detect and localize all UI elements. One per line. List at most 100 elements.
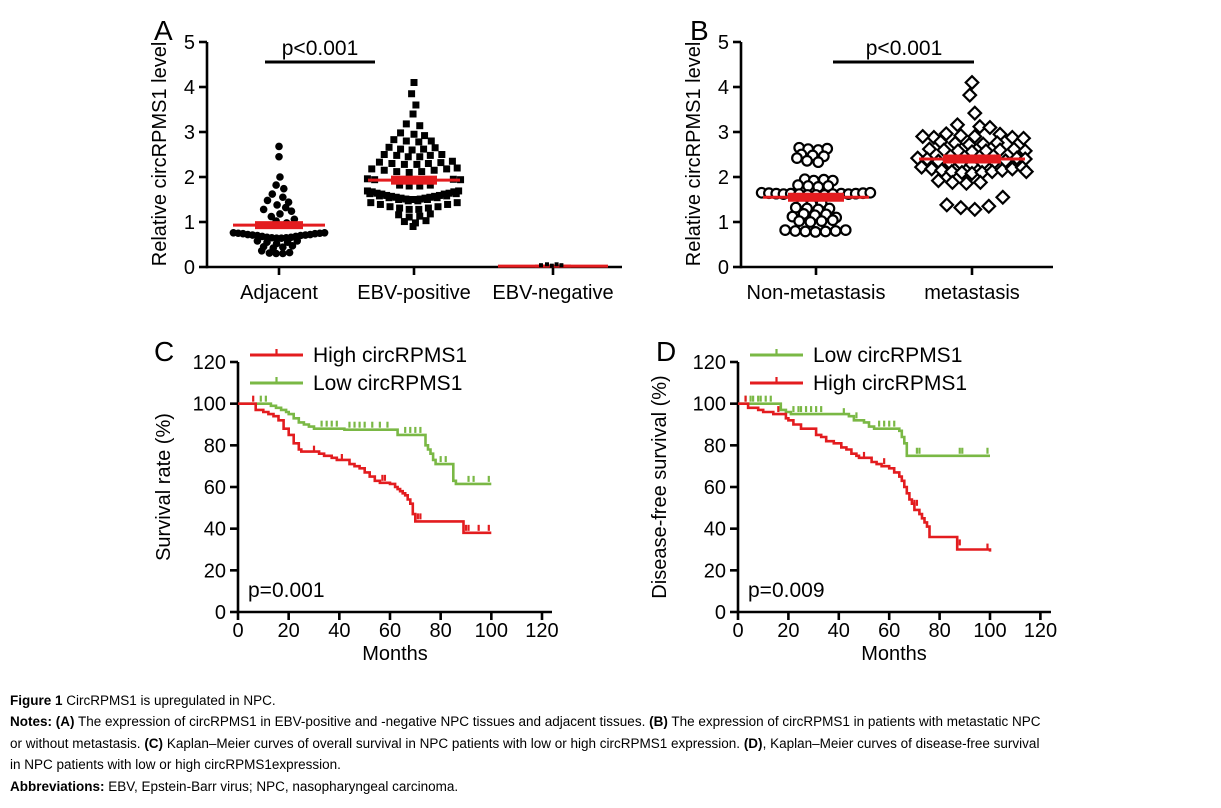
data-point [376, 200, 384, 208]
data-point [288, 242, 297, 250]
caption-line: Abbreviations: EBV, Epstein-Barr virus; … [10, 776, 1216, 797]
data-point [443, 192, 451, 200]
data-point [426, 181, 434, 189]
caption-line: Notes: (A) The expression of circRPMS1 i… [10, 711, 1216, 732]
data-point [961, 87, 978, 103]
y-tick-label: 60 [704, 477, 726, 499]
y-tick-label: 0 [215, 602, 226, 624]
y-tick-label: 3 [184, 122, 195, 144]
data-point [980, 198, 997, 215]
y-tick-label: 60 [204, 477, 226, 499]
data-point [972, 174, 989, 191]
data-point [405, 182, 413, 190]
data-point [279, 249, 287, 258]
legend-label: Low circRPMS1 [313, 372, 462, 395]
data-point [453, 164, 461, 172]
data-point [804, 216, 817, 228]
data-point [388, 160, 396, 167]
data-point [409, 223, 417, 230]
data-point [408, 90, 416, 98]
data-point [964, 74, 980, 91]
data-point [375, 158, 383, 166]
y-tick-label: 1 [184, 212, 195, 234]
y-axis-title: Survival rate (%) [153, 413, 175, 561]
data-point [416, 153, 424, 161]
figure-caption: Figure 1 CircRPMS1 is upregulated in NPC… [10, 690, 1216, 797]
data-point [952, 199, 969, 216]
y-tick-label: 0 [184, 257, 195, 279]
data-point [971, 118, 988, 135]
caption-text-segment: The expression of circRPMS1 in patients … [667, 714, 1041, 730]
data-point [982, 119, 998, 136]
data-point [393, 168, 401, 176]
data-point [914, 128, 931, 145]
data-point [779, 224, 792, 237]
data-point [402, 137, 410, 145]
data-point [453, 199, 461, 207]
caption-text-segment: in NPC patients with low or high circRPM… [10, 757, 341, 773]
data-point [405, 213, 413, 221]
data-point [267, 212, 276, 221]
data-point [420, 145, 428, 153]
data-point [1018, 163, 1035, 180]
panel-letter: D [656, 336, 676, 367]
y-axis-title: Relative circRPMS1 level [683, 42, 705, 267]
data-point [793, 215, 806, 228]
data-point [809, 225, 822, 238]
data-point [281, 203, 290, 212]
data-point [966, 201, 983, 218]
data-point [437, 159, 445, 167]
category-label: Non-metastasis [747, 282, 886, 304]
data-point [409, 110, 417, 118]
data-point [275, 142, 283, 151]
y-tick-label: 2 [718, 167, 729, 189]
data-point [385, 143, 393, 151]
data-point [412, 101, 420, 109]
data-point [954, 164, 970, 181]
sem-bar [255, 221, 303, 230]
y-tick-label: 3 [718, 122, 729, 144]
data-point [395, 211, 403, 219]
x-axis-title: Months [362, 643, 428, 665]
y-tick-label: 5 [184, 32, 195, 54]
data-point [408, 146, 416, 154]
x-tick-label: 80 [928, 620, 950, 642]
data-point [268, 190, 277, 198]
series-line-red [738, 402, 992, 552]
series-line-green [738, 402, 990, 458]
data-point [944, 174, 961, 191]
sem-bar [943, 154, 1001, 164]
data-point [287, 207, 296, 215]
y-axis-title: Relative circRPMS1 level [149, 42, 171, 267]
y-tick-label: 100 [193, 394, 226, 416]
x-tick-label: 120 [525, 620, 558, 642]
sem-bar [391, 175, 437, 185]
data-point [396, 204, 404, 212]
data-point [789, 225, 802, 237]
data-point [418, 168, 426, 176]
y-tick-label: 2 [184, 167, 195, 189]
data-point [263, 196, 272, 205]
data-point [400, 218, 408, 226]
caption-bold-segment: (B) [649, 714, 668, 730]
data-point [949, 116, 966, 133]
data-point [415, 205, 423, 213]
data-point [448, 157, 456, 165]
caption-text-segment: , Kaplan–Meier curves of disease-free su… [762, 735, 1040, 751]
data-point [799, 225, 812, 238]
y-tick-label: 20 [204, 560, 226, 582]
data-point [404, 153, 412, 161]
data-point [375, 192, 383, 200]
data-point [410, 79, 418, 86]
data-point [424, 160, 432, 167]
x-tick-label: 0 [732, 620, 743, 642]
x-tick-label: 40 [328, 620, 350, 642]
data-point [280, 184, 288, 193]
x-tick-label: 40 [828, 620, 850, 642]
y-axis-title: Disease-free survival (%) [649, 375, 671, 598]
caption-bold-segment: (C) [144, 735, 164, 751]
data-point [293, 237, 302, 245]
data-point [259, 205, 268, 214]
data-point [363, 175, 371, 183]
category-label: EBV-negative [492, 282, 613, 304]
